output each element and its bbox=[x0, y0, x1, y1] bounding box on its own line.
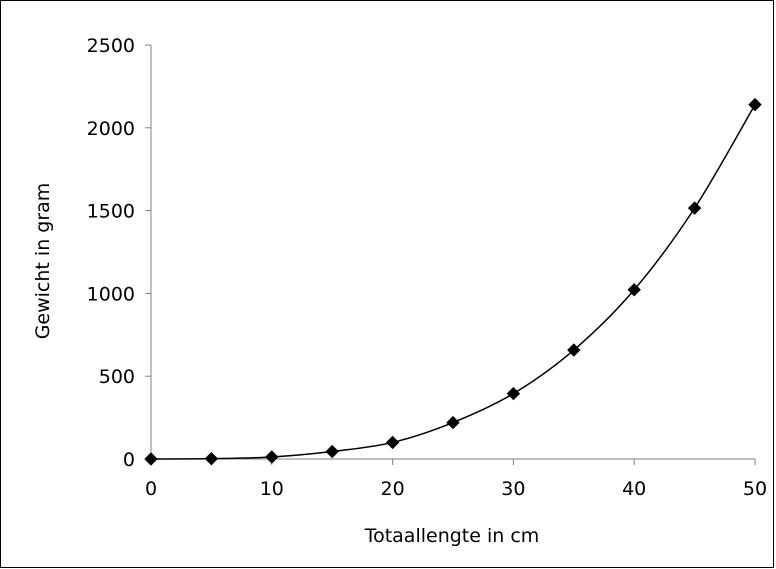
x-tick-label-4: 40 bbox=[622, 478, 646, 500]
y-tick-label-0: 0 bbox=[123, 449, 135, 471]
data-point-9 bbox=[687, 201, 702, 215]
markers bbox=[144, 97, 762, 466]
x-tick-label-1: 10 bbox=[260, 478, 284, 500]
data-point-0 bbox=[144, 452, 158, 466]
x-ticks: 0 10 20 30 40 50 bbox=[145, 459, 767, 500]
y-tick-label-2: 1000 bbox=[87, 283, 135, 305]
data-point-4 bbox=[385, 435, 400, 450]
y-axis-title: Gewicht in gram bbox=[32, 183, 54, 340]
x-tick-label-5: 50 bbox=[743, 478, 767, 500]
x-tick-label-3: 30 bbox=[501, 478, 525, 500]
y-tick-label-5: 2500 bbox=[87, 35, 135, 57]
y-tick-label-1: 500 bbox=[99, 366, 135, 388]
x-axis-title: Totaallengte in cm bbox=[364, 525, 540, 547]
x-tick-label-0: 0 bbox=[145, 478, 157, 500]
data-point-3 bbox=[325, 444, 339, 459]
axes bbox=[150, 45, 755, 460]
y-tick-label-4: 2000 bbox=[87, 118, 135, 140]
data-point-8 bbox=[627, 283, 641, 297]
series bbox=[144, 97, 762, 466]
data-point-1 bbox=[204, 451, 219, 466]
data-point-6 bbox=[506, 386, 521, 401]
x-tick-label-2: 20 bbox=[381, 478, 405, 500]
y-tick-label-3: 1500 bbox=[87, 201, 135, 223]
data-point-10 bbox=[748, 97, 762, 112]
data-point-2 bbox=[265, 450, 279, 464]
data-point-5 bbox=[446, 415, 460, 430]
data-point-7 bbox=[567, 343, 581, 357]
